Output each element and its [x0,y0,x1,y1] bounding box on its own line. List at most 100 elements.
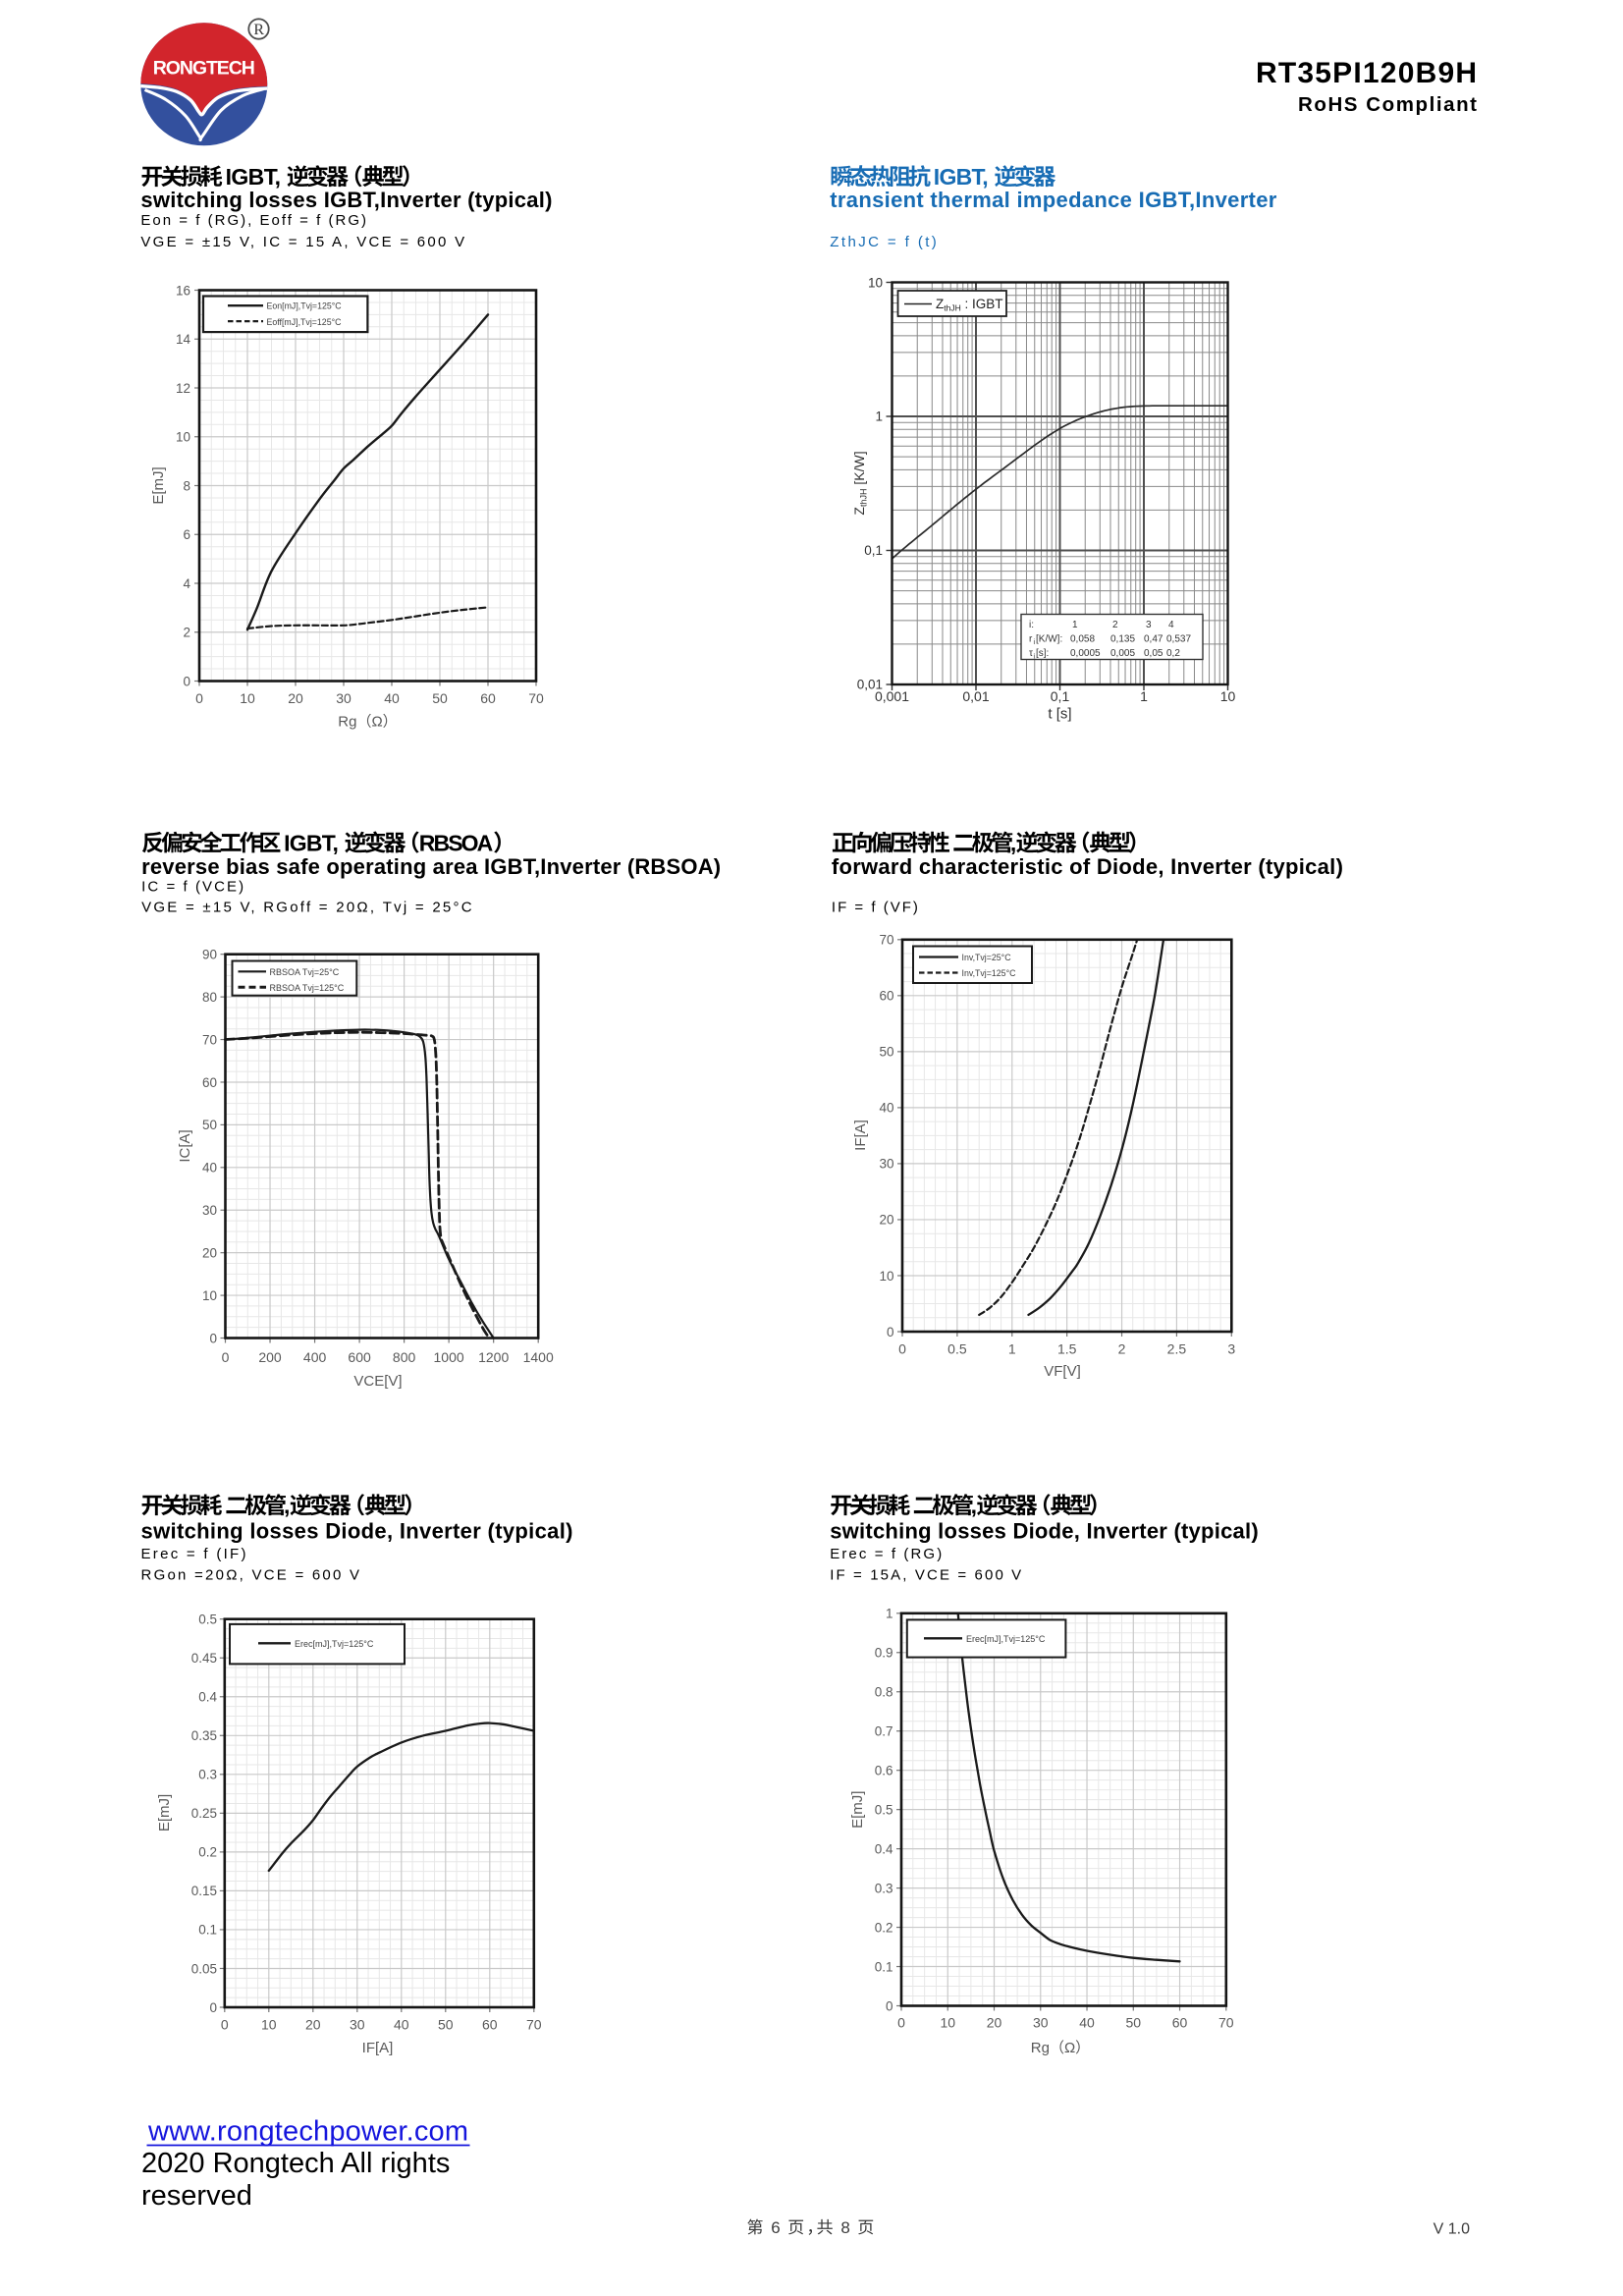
svg-text:0: 0 [887,1325,894,1339]
svg-text:3: 3 [1146,620,1152,630]
svg-text:20: 20 [879,1213,893,1228]
svg-text:Eoff[mJ],Tvj=125°C: Eoff[mJ],Tvj=125°C [267,317,343,327]
svg-text:0.9: 0.9 [875,1646,893,1661]
svg-text:60: 60 [879,989,893,1004]
svg-text:RBSOA Tvj=125°C: RBSOA Tvj=125°C [270,983,345,993]
svg-text:30: 30 [350,2017,365,2033]
svg-text:Erec = f (RG): Erec = f (RG) [830,1546,942,1562]
svg-text:0.7: 0.7 [875,1724,893,1739]
svg-text:6: 6 [771,2218,780,2237]
svg-text:Eon[mJ],Tvj=125°C: Eon[mJ],Tvj=125°C [267,301,343,311]
svg-text:IF[A]: IF[A] [362,2040,394,2056]
svg-text:3: 3 [1227,1341,1235,1357]
svg-text:τ: τ [1029,648,1033,659]
svg-text:0,058: 0,058 [1070,634,1095,645]
svg-text:,: , [1010,830,1016,855]
svg-text:switching losses Diode, Invert: switching losses Diode, Inverter (typica… [830,1519,1258,1544]
svg-text:0.2: 0.2 [875,1920,893,1935]
svg-text:RBSOA: RBSOA [419,830,494,855]
svg-text:0,005: 0,005 [1110,648,1135,659]
svg-text:60: 60 [1172,2015,1188,2031]
svg-text:VF[V]: VF[V] [1044,1363,1081,1380]
svg-text:2: 2 [1112,620,1118,630]
svg-text:2: 2 [1118,1341,1126,1357]
svg-text:200: 200 [258,1349,282,1365]
svg-text:0.6: 0.6 [875,1764,893,1778]
svg-text:30: 30 [1033,2015,1049,2031]
svg-text:70: 70 [879,933,893,948]
svg-text:0.1: 0.1 [198,1923,217,1938]
svg-text:Inv,Tvj=125°C: Inv,Tvj=125°C [962,968,1017,978]
svg-text:r: r [1029,634,1033,645]
svg-text:0: 0 [222,1349,230,1365]
svg-text:60: 60 [482,2017,498,2033]
svg-text:1: 1 [1072,620,1078,630]
svg-text:0.15: 0.15 [191,1884,217,1898]
svg-text:2.5: 2.5 [1167,1341,1187,1357]
svg-text:IF = f (VF): IF = f (VF) [832,899,918,915]
svg-text:IGBT,: IGBT, [226,164,281,190]
svg-text:0,05: 0,05 [1144,648,1163,659]
svg-text:60: 60 [202,1075,217,1090]
svg-text:20: 20 [305,2017,321,2033]
svg-text:0.35: 0.35 [191,1728,217,1743]
svg-text:40: 40 [384,690,400,706]
svg-text:40: 40 [394,2017,409,2033]
svg-text:Rg（Ω）: Rg（Ω） [1031,2040,1090,2056]
svg-text:60: 60 [480,690,496,706]
svg-text:1: 1 [875,410,883,424]
svg-text:80: 80 [202,990,217,1005]
svg-text:10: 10 [879,1269,893,1284]
svg-text:10: 10 [176,430,190,445]
svg-text:forward characteristic of Diod: forward characteristic of Diode, Inverte… [832,854,1343,879]
svg-text:0.25: 0.25 [191,1806,217,1821]
svg-text:50: 50 [432,690,448,706]
svg-text:R: R [253,22,264,38]
svg-text:0,2: 0,2 [1166,648,1180,659]
svg-text:10: 10 [240,690,255,706]
svg-text:50: 50 [879,1045,893,1060]
svg-text:40: 40 [202,1161,217,1175]
svg-text:4: 4 [1168,620,1174,630]
svg-text:10: 10 [261,2017,277,2033]
svg-text:0.1: 0.1 [875,1959,893,1974]
svg-text:0.05: 0.05 [191,1961,217,1976]
svg-text:IGBT,: IGBT, [934,164,989,190]
svg-text:0: 0 [209,1331,217,1345]
svg-text:40: 40 [879,1101,893,1116]
svg-text:IC = f (VCE): IC = f (VCE) [141,879,243,896]
svg-text:www.rongtechpower.com: www.rongtechpower.com [147,2116,468,2148]
svg-text:switching losses IGBT,Inverter: switching losses IGBT,Inverter (typical) [140,188,552,212]
svg-text:[K/W]:: [K/W]: [1036,634,1062,645]
svg-text:RBSOA Tvj=25°C: RBSOA Tvj=25°C [270,967,340,977]
svg-text:4: 4 [183,576,190,591]
svg-text:0: 0 [898,1341,906,1357]
svg-text:0.4: 0.4 [198,1690,217,1705]
svg-text:70: 70 [528,690,544,706]
svg-text:90: 90 [202,948,217,962]
svg-text:Erec = f (IF): Erec = f (IF) [141,1546,246,1562]
svg-text:IC[A]: IC[A] [177,1129,193,1162]
svg-text:0: 0 [195,690,203,706]
svg-text:50: 50 [1126,2015,1142,2031]
svg-text:E[mJ]: E[mJ] [849,1791,866,1829]
svg-text:Erec[mJ],Tvj=125°C: Erec[mJ],Tvj=125°C [295,1639,374,1649]
svg-text:0.4: 0.4 [875,1841,893,1856]
svg-text:IF[A]: IF[A] [852,1120,869,1151]
svg-text:70: 70 [526,2017,542,2033]
svg-text:1200: 1200 [478,1349,509,1365]
svg-text:RONGTECH: RONGTECH [153,58,255,80]
svg-text:50: 50 [438,2017,454,2033]
svg-text:600: 600 [348,1349,371,1365]
svg-text:i: i [1034,654,1036,661]
svg-text:70: 70 [202,1032,217,1047]
svg-text:Inv,Tvj=25°C: Inv,Tvj=25°C [962,953,1012,962]
svg-text:0,0005: 0,0005 [1070,648,1101,659]
svg-text:20: 20 [987,2015,1002,2031]
svg-text:1: 1 [886,1607,893,1621]
svg-text:0: 0 [183,674,190,688]
svg-text:RoHS Compliant: RoHS Compliant [1298,93,1477,116]
svg-text:30: 30 [202,1203,217,1218]
svg-text:70: 70 [1218,2015,1234,2031]
svg-text:1.5: 1.5 [1057,1341,1077,1357]
